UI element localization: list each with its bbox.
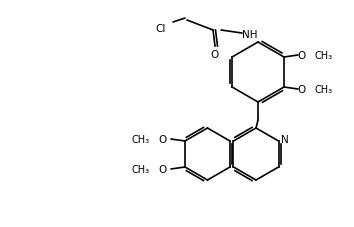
Text: Cl: Cl <box>156 24 166 34</box>
Text: CH₃: CH₃ <box>315 85 333 95</box>
Text: N: N <box>281 134 289 144</box>
Text: O: O <box>298 85 306 95</box>
Text: O: O <box>298 51 306 61</box>
Text: CH₃: CH₃ <box>132 134 150 144</box>
Text: O: O <box>159 164 167 174</box>
Text: O: O <box>159 134 167 144</box>
Text: CH₃: CH₃ <box>315 51 333 61</box>
Text: NH: NH <box>242 30 258 40</box>
Text: CH₃: CH₃ <box>132 164 150 174</box>
Text: O: O <box>211 50 219 60</box>
